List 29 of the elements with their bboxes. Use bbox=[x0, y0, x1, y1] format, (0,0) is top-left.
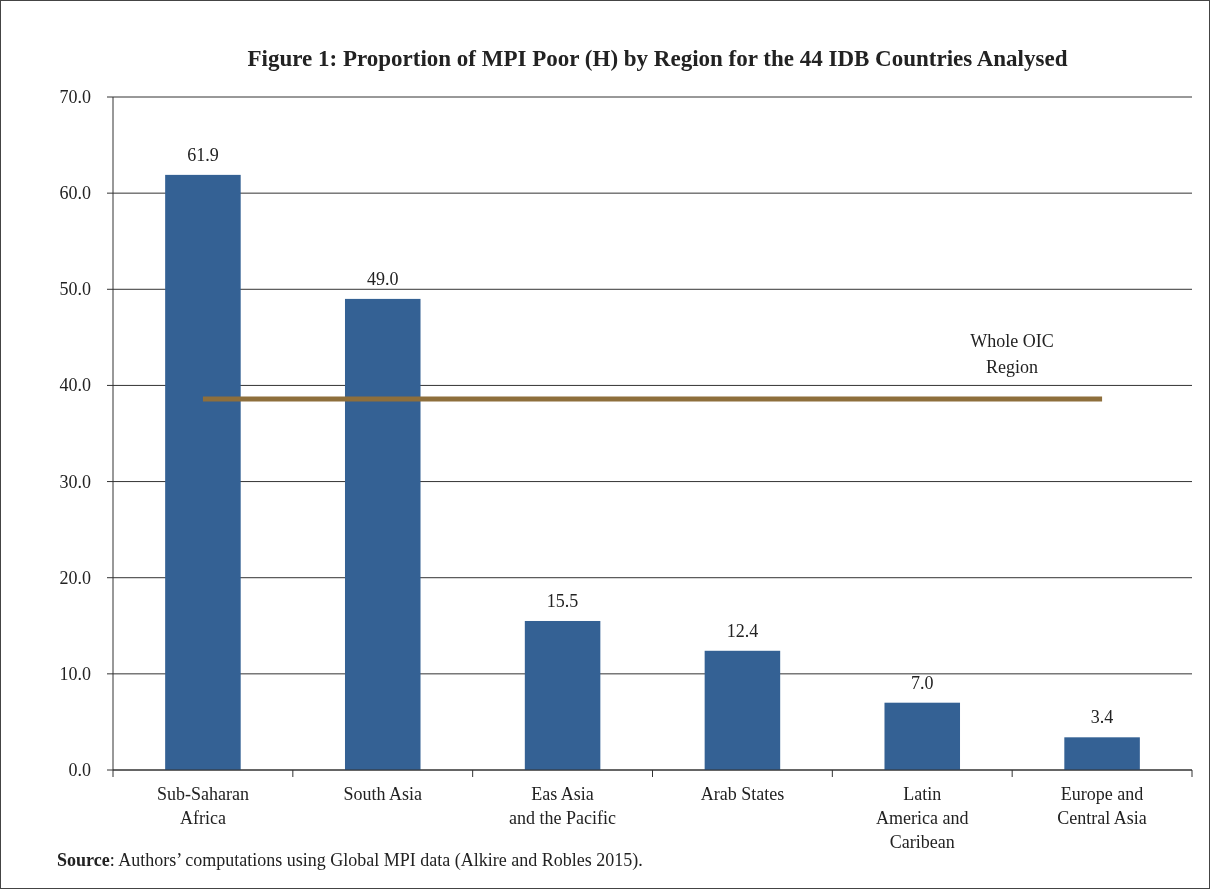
y-tick-label: 30.0 bbox=[59, 471, 91, 492]
bar bbox=[524, 620, 601, 770]
y-tick-label: 60.0 bbox=[59, 183, 91, 204]
bar bbox=[704, 650, 781, 770]
data-label: 61.9 bbox=[187, 144, 219, 165]
data-label: 3.4 bbox=[1090, 707, 1114, 728]
chart-title: Figure 1: Proportion of MPI Poor (H) by Region for the 44 IDB Countries Analysed bbox=[247, 46, 1068, 71]
y-tick-label: 40.0 bbox=[59, 375, 91, 396]
y-tick-label: 70.0 bbox=[59, 87, 91, 107]
data-label: 12.4 bbox=[726, 620, 759, 641]
bar bbox=[344, 298, 421, 770]
ref-line-label: Whole OIC Region bbox=[970, 330, 1054, 377]
y-tick-label: 10.0 bbox=[59, 663, 91, 684]
data-label: 49.0 bbox=[367, 268, 399, 289]
x-tick-label: Sub-Saharan Africa bbox=[156, 784, 249, 828]
x-tick-label: South Asia bbox=[343, 784, 423, 804]
y-tick-label: 20.0 bbox=[59, 567, 91, 588]
bar bbox=[1064, 737, 1140, 770]
x-tick-label: Latin America and Caribean bbox=[876, 784, 969, 852]
data-label: 15.5 bbox=[546, 590, 579, 611]
data-label: 7.0 bbox=[911, 672, 934, 693]
x-tick-label: Europe and Central Asia bbox=[1057, 784, 1147, 828]
bar bbox=[884, 702, 961, 770]
x-tick-label: Eas Asia and the Pacific bbox=[509, 784, 617, 828]
y-tick-label: 50.0 bbox=[59, 279, 91, 300]
bar bbox=[165, 174, 241, 770]
y-tick-label: 0.0 bbox=[68, 760, 91, 780]
x-tick-label: Arab States bbox=[700, 784, 785, 804]
source-note: Source: Authors’ computations using Global MPI data (Alkire and Robles 2015). bbox=[57, 850, 643, 871]
